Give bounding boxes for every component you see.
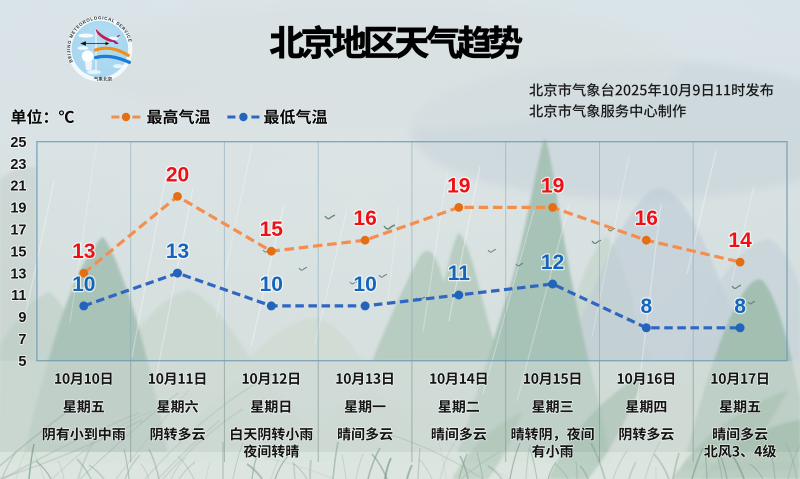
svg-text:19: 19 xyxy=(541,174,564,197)
svg-text:8: 8 xyxy=(640,295,652,318)
svg-text:17: 17 xyxy=(10,223,26,239)
svg-text:8: 8 xyxy=(734,295,746,318)
svg-text:5: 5 xyxy=(18,354,26,370)
svg-text:25: 25 xyxy=(10,135,26,151)
svg-text:13: 13 xyxy=(10,266,26,282)
svg-text:9: 9 xyxy=(18,310,26,326)
svg-text:15: 15 xyxy=(10,244,26,260)
svg-text:20: 20 xyxy=(166,163,189,186)
svg-text:10: 10 xyxy=(353,273,376,296)
svg-text:16: 16 xyxy=(353,207,376,230)
svg-text:10: 10 xyxy=(260,273,283,296)
svg-text:21: 21 xyxy=(10,179,26,195)
svg-text:23: 23 xyxy=(10,157,26,173)
svg-text:15: 15 xyxy=(260,218,284,241)
svg-text:10: 10 xyxy=(72,273,95,296)
svg-text:11: 11 xyxy=(11,288,26,304)
svg-text:13: 13 xyxy=(166,240,189,263)
svg-text:19: 19 xyxy=(447,174,470,197)
svg-text:12: 12 xyxy=(541,251,564,274)
svg-text:13: 13 xyxy=(72,240,95,263)
svg-text:11: 11 xyxy=(448,262,471,285)
svg-text:7: 7 xyxy=(18,332,26,348)
svg-text:16: 16 xyxy=(635,207,658,230)
svg-text:19: 19 xyxy=(10,201,26,217)
svg-text:14: 14 xyxy=(728,229,752,252)
